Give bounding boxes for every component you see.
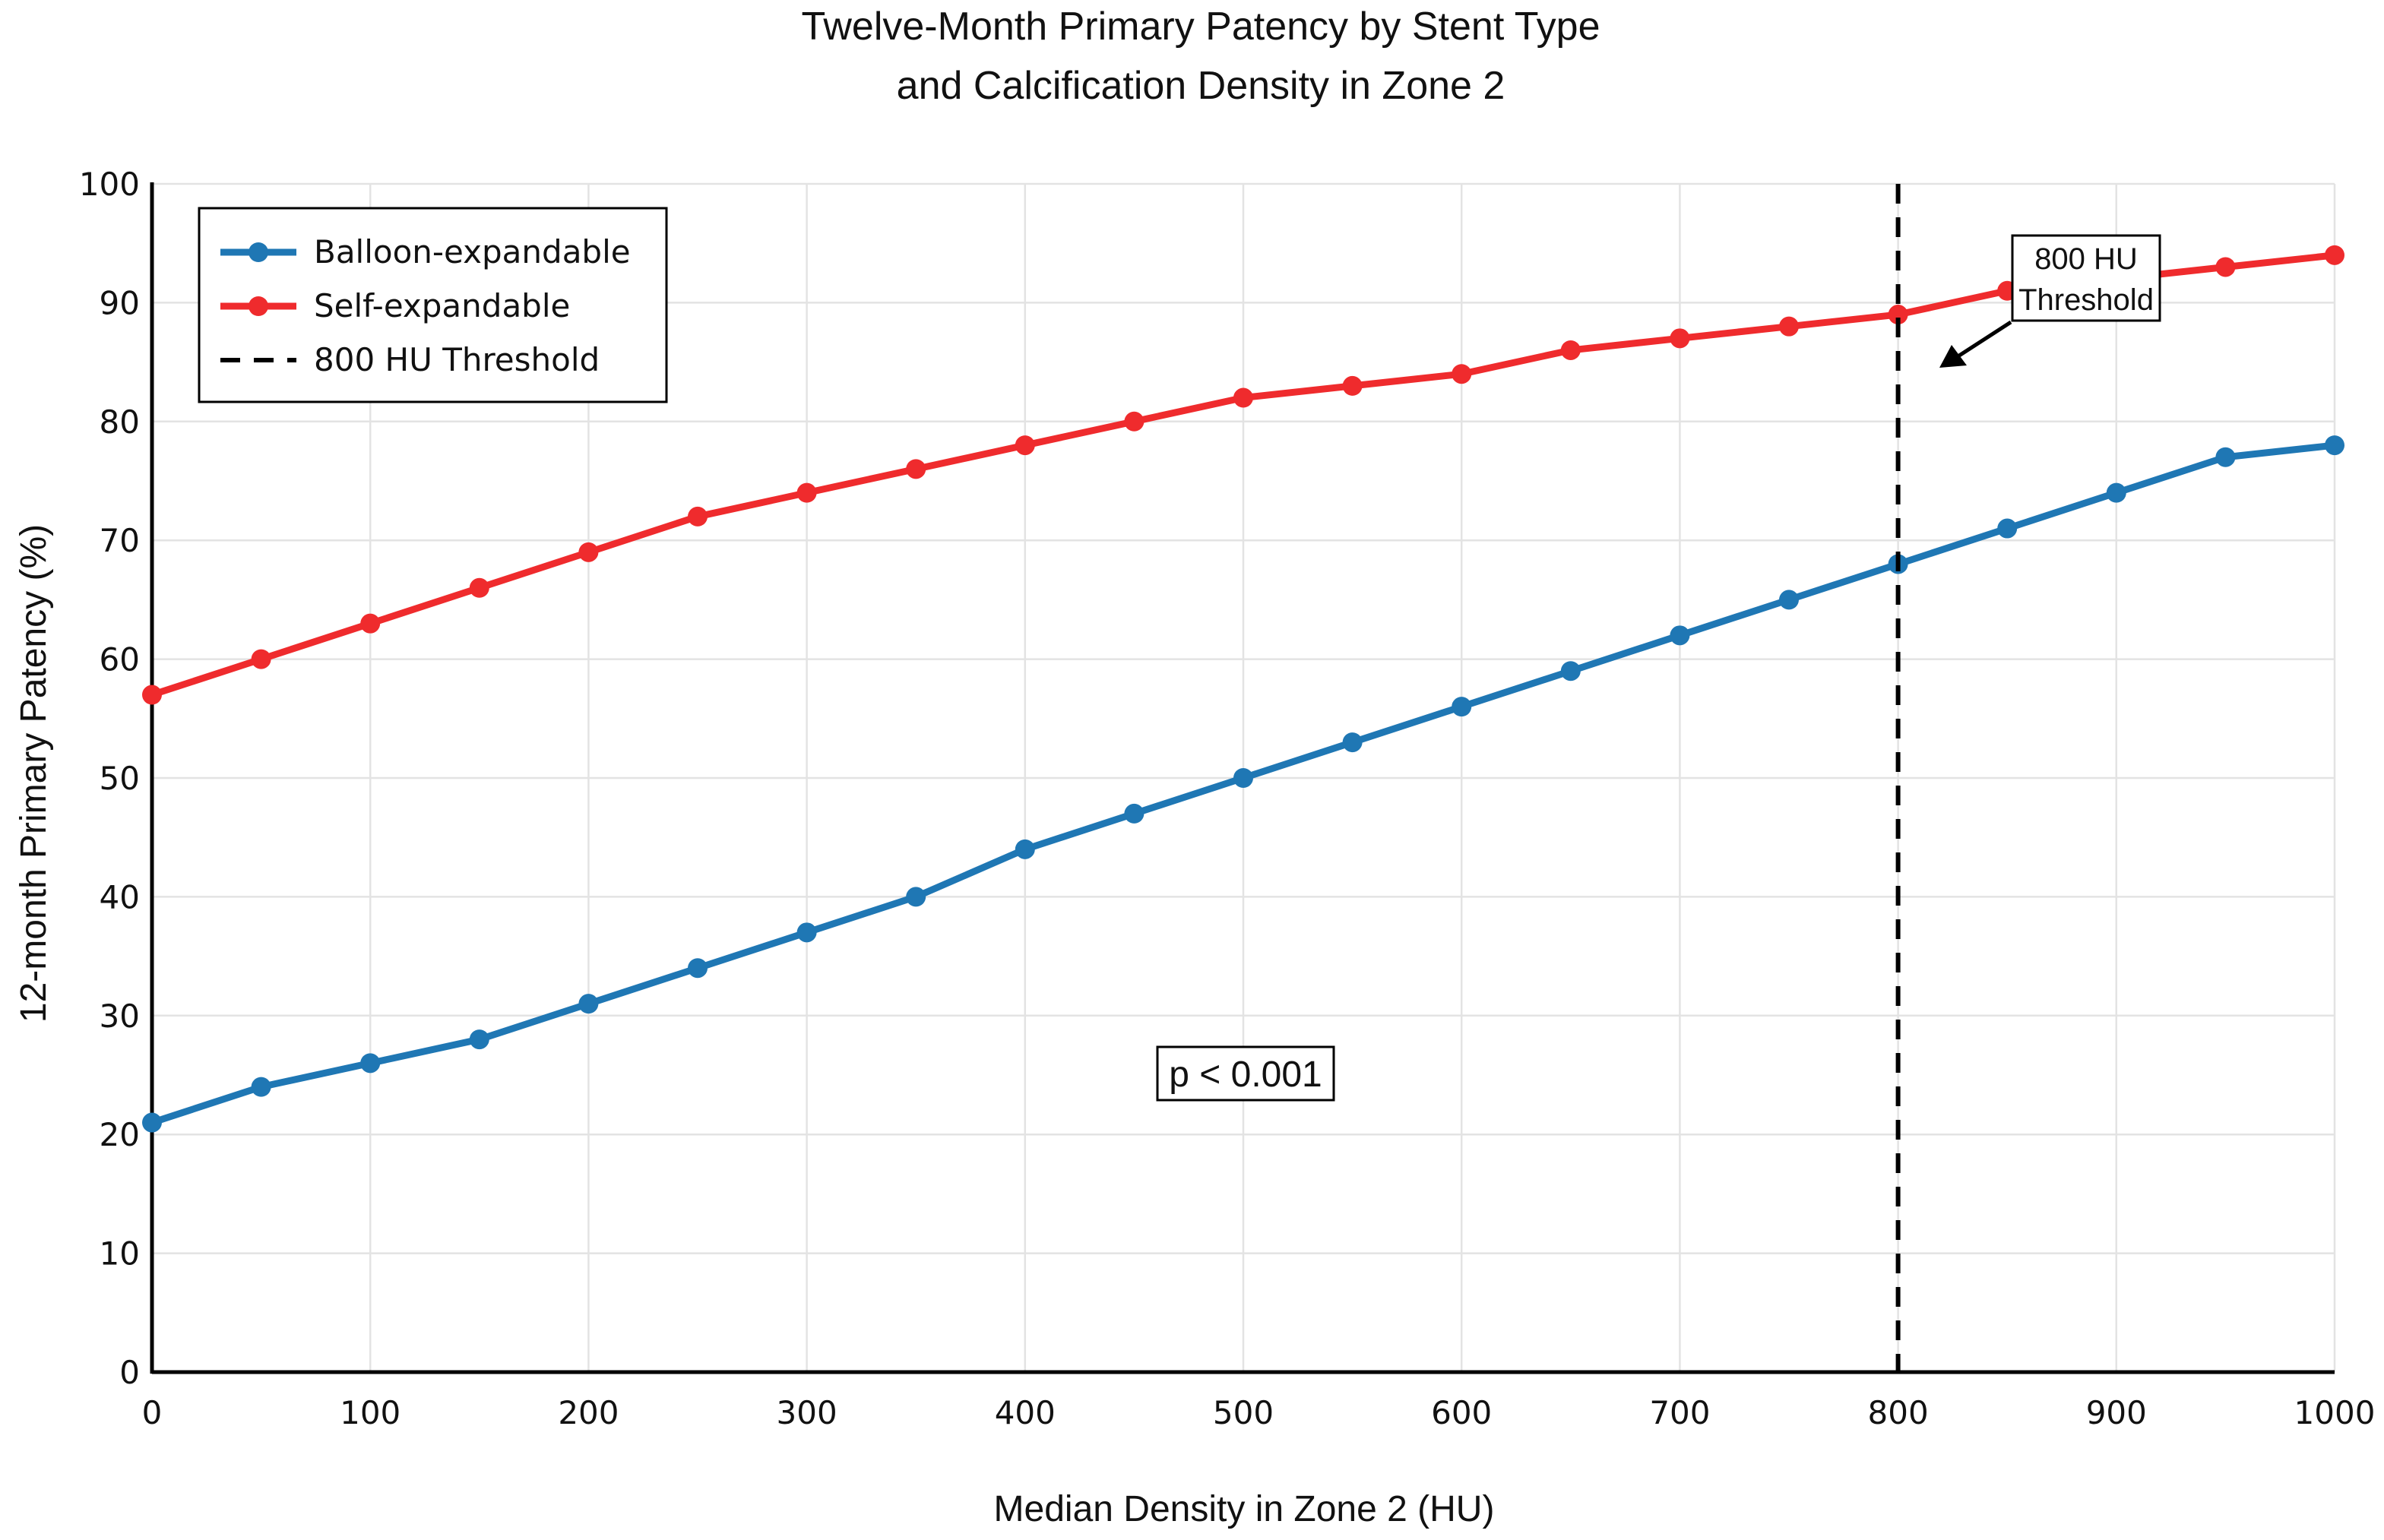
y-axis-label: 12-month Primary Patency (%): [14, 524, 54, 1023]
x-tick-label: 800: [1868, 1394, 1929, 1431]
data-point-balloon-expandable: [1452, 697, 1472, 717]
x-tick-label: 1000: [2294, 1394, 2376, 1431]
data-point-self-expandable: [906, 459, 926, 479]
data-point-self-expandable: [1124, 411, 1145, 432]
x-tick-label: 100: [340, 1394, 400, 1431]
data-point-balloon-expandable: [1124, 803, 1145, 824]
data-point-balloon-expandable: [1233, 768, 1253, 788]
legend-self-label: Self-expandable: [314, 287, 570, 324]
y-tick-label: 20: [100, 1116, 140, 1153]
y-tick-label: 60: [100, 641, 140, 678]
x-tick-labels: 0 100 200 300 400 500 600 700 800 900 1000: [142, 1394, 2376, 1431]
legend: Balloon-expandable Self-expandable 800 H…: [198, 207, 668, 403]
legend-balloon-label: Balloon-expandable: [314, 233, 631, 270]
data-point-self-expandable: [2325, 245, 2344, 265]
y-tick-label: 90: [100, 284, 140, 321]
y-tick-label: 40: [100, 878, 140, 915]
y-tick-label: 10: [100, 1235, 140, 1273]
data-point-self-expandable: [1670, 328, 1690, 349]
y-tick-label: 30: [100, 998, 140, 1035]
chart-title-line-1: Twelve-Month Primary Patency by Stent Ty…: [801, 5, 1600, 49]
x-tick-label: 600: [1431, 1394, 1492, 1431]
data-point-balloon-expandable: [2106, 482, 2126, 503]
y-tick-label: 100: [79, 166, 140, 203]
legend-balloon-marker: [249, 242, 268, 262]
data-point-self-expandable: [142, 685, 162, 705]
y-tick-label: 80: [100, 403, 140, 441]
series-balloon-expandable: [142, 435, 2344, 1133]
data-point-self-expandable: [2215, 257, 2236, 277]
series-self-expandable: [142, 245, 2344, 705]
data-point-self-expandable: [1452, 364, 1472, 384]
y-tick-label: 50: [100, 760, 140, 797]
threshold-annotation-arrow-shaft: [1958, 320, 2012, 358]
p-value-box: [1156, 1045, 1335, 1102]
data-point-self-expandable: [360, 613, 381, 634]
data-point-self-expandable: [1342, 375, 1363, 396]
threshold-annotation-line-1: 800 HU: [2034, 242, 2138, 276]
axes: [150, 182, 2335, 1374]
data-point-self-expandable: [251, 649, 271, 669]
data-point-self-expandable: [796, 482, 817, 503]
chart-title-line-2: and Calcification Density in Zone 2: [897, 64, 1505, 108]
data-point-self-expandable: [1888, 305, 1908, 325]
data-point-balloon-expandable: [251, 1077, 271, 1097]
data-point-self-expandable: [688, 506, 708, 527]
x-tick-label: 700: [1649, 1394, 1710, 1431]
data-point-balloon-expandable: [796, 922, 817, 943]
data-point-balloon-expandable: [1779, 590, 1799, 610]
x-tick-label: 400: [995, 1394, 1056, 1431]
y-tick-label: 70: [100, 522, 140, 559]
data-point-balloon-expandable: [578, 994, 599, 1014]
p-value-label: p < 0.001: [1169, 1055, 1322, 1095]
data-point-self-expandable: [1233, 387, 1253, 408]
data-point-balloon-expandable: [2325, 435, 2344, 456]
data-point-balloon-expandable: [1997, 518, 2018, 539]
data-point-balloon-expandable: [906, 887, 926, 907]
x-axis-label: Median Density in Zone 2 (HU): [994, 1489, 1495, 1529]
data-point-balloon-expandable: [142, 1112, 162, 1133]
y-tick-label: 0: [119, 1354, 140, 1391]
threshold-annotation-line-2: Threshold: [2018, 283, 2154, 317]
series: [142, 245, 2344, 1133]
y-tick-labels: 0 10 20 30 40 50 60 70 80 90 100: [79, 166, 140, 1391]
threshold-annotation: 800 HU Threshold: [1939, 234, 2161, 368]
legend-threshold-label: 800 HU Threshold: [314, 341, 600, 378]
data-point-balloon-expandable: [1015, 839, 1035, 859]
x-tick-label: 900: [2086, 1394, 2147, 1431]
x-tick-label: 300: [777, 1394, 837, 1431]
data-point-balloon-expandable: [1560, 661, 1581, 681]
data-point-balloon-expandable: [1670, 625, 1690, 646]
data-point-balloon-expandable: [469, 1029, 489, 1050]
data-point-self-expandable: [469, 577, 489, 598]
threshold-annotation-box: [2011, 234, 2161, 322]
data-point-self-expandable: [1779, 316, 1799, 337]
data-point-self-expandable: [1560, 340, 1581, 360]
data-point-balloon-expandable: [688, 958, 708, 979]
data-point-self-expandable: [1015, 435, 1035, 456]
x-tick-label: 0: [142, 1394, 163, 1431]
threshold-annotation-arrow-head: [1939, 345, 1967, 368]
x-tick-label: 200: [558, 1394, 619, 1431]
data-point-balloon-expandable: [2215, 447, 2236, 467]
data-point-balloon-expandable: [1342, 732, 1363, 753]
x-tick-label: 500: [1213, 1394, 1274, 1431]
data-point-self-expandable: [578, 542, 599, 562]
p-value-annotation: p < 0.001: [1156, 1045, 1335, 1102]
data-point-balloon-expandable: [360, 1053, 381, 1074]
legend-self-marker: [249, 296, 268, 316]
